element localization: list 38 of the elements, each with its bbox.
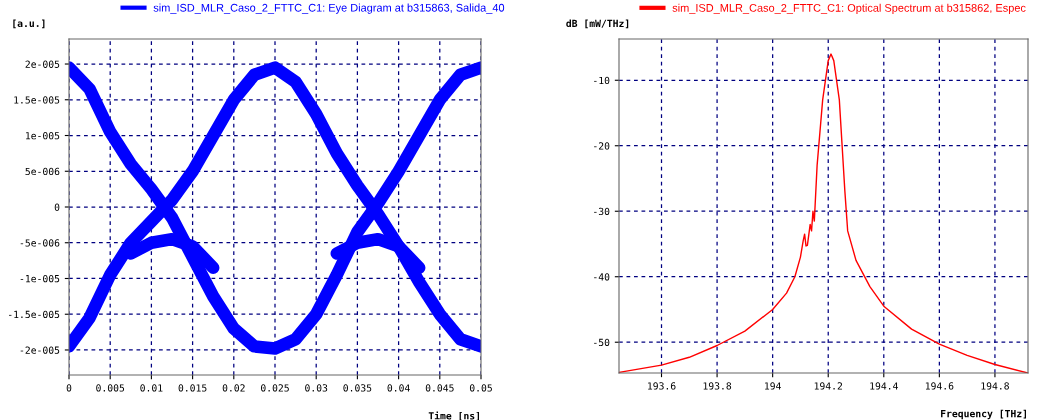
- x-tick-label: 194.4: [870, 382, 898, 390]
- x-tick-label: 194.2: [814, 382, 843, 390]
- x-axis-title: Time [ns]: [428, 411, 479, 420]
- y-tick-label: -40: [594, 273, 610, 281]
- x-tick-label: 0.015: [178, 384, 207, 392]
- y-axis-title: [a.u.]: [13, 19, 45, 29]
- y-tick-label: -2e-005: [20, 346, 60, 354]
- y-tick-label: 1e-005: [26, 132, 60, 140]
- x-tick-label: 0.02: [222, 384, 245, 392]
- y-tick-label: 1.5e-005: [14, 96, 60, 104]
- y-tick-label: -20: [594, 142, 610, 150]
- x-tick-label: 0: [66, 384, 72, 392]
- x-tick-label: 194: [765, 382, 781, 390]
- x-tick-label: 193.8: [703, 382, 732, 390]
- y-tick-label: -1.5e-005: [8, 310, 60, 319]
- legend-label: sim_ISD_MLR_Caso_2_FTTC_C1: Eye Diagram at b315863, Salida_40: [153, 3, 505, 14]
- x-tick-label: 0.03: [305, 384, 328, 392]
- y-tick-label: -10: [594, 76, 610, 85]
- y-tick-label: 0: [54, 203, 60, 211]
- y-tick-label: -1e-005: [20, 274, 60, 283]
- x-tick-label: 0.05: [469, 384, 492, 392]
- x-tick-label: 193.6: [648, 382, 676, 390]
- y-tick-label: 2e-005: [25, 60, 60, 68]
- x-tick-label: 194.8: [981, 382, 1009, 390]
- y-axis-title: dB [mW/THz]: [566, 19, 629, 29]
- x-tick-label: 0.04: [387, 384, 410, 392]
- y-tick-label: -5e-006: [20, 239, 60, 247]
- x-tick-label: 0.01: [140, 384, 163, 392]
- x-tick-label: 0.035: [343, 384, 372, 392]
- x-tick-label: 0.045: [425, 384, 454, 392]
- y-tick-label: 5e-006: [25, 167, 60, 176]
- legend-label: sim_ISD_MLR_Caso_2_FTTC_C1: Optical Spectrum at b315862, Espec: [672, 3, 1026, 14]
- x-tick-label: 0.005: [96, 384, 125, 392]
- x-tick-label: 0.025: [261, 384, 289, 392]
- x-tick-label: 194.6: [925, 382, 954, 390]
- y-tick-label: -50: [594, 338, 610, 347]
- x-axis-title: Frequency [THz]: [941, 409, 1026, 420]
- y-tick-label: -30: [594, 207, 610, 216]
